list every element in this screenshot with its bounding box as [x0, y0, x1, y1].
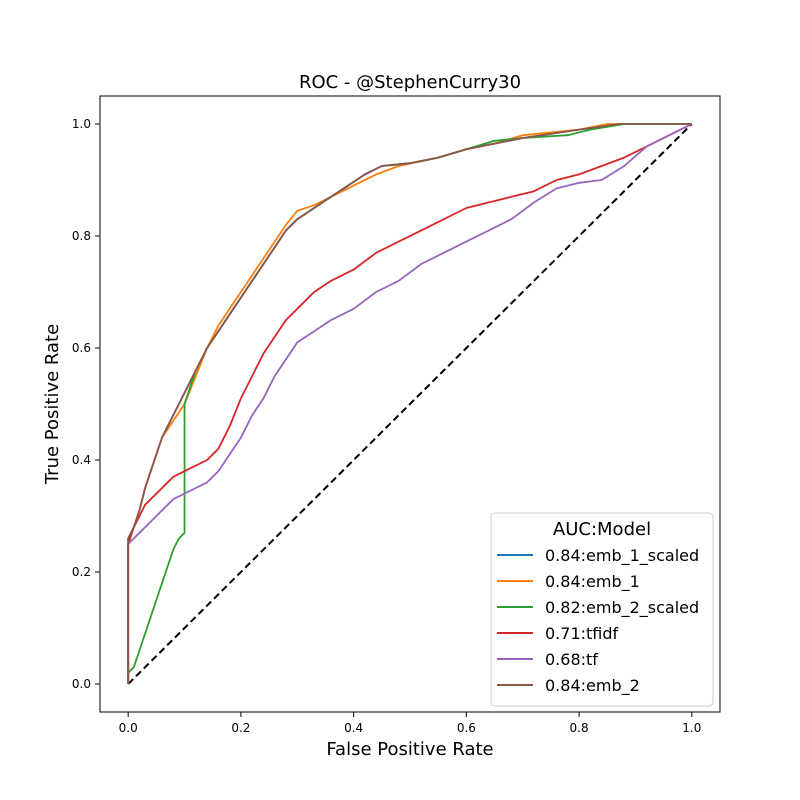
y-tick-label: 0.6 [72, 341, 91, 355]
legend-items: 0.84:emb_1_scaled 0.84:emb_1 0.82:emb_2_sc… [497, 546, 699, 696]
series-line-4 [127, 123, 693, 684]
y-tick-label: 0.0 [72, 677, 91, 691]
legend-entry-4: 0.68:tf [545, 650, 598, 669]
legend-entry-2: 0.82:emb_2_scaled [545, 598, 699, 618]
legend-entry-3: 0.71:tfidf [545, 624, 619, 643]
y-tick-label: 0.2 [72, 565, 91, 579]
x-tick-label: 1.0 [682, 721, 701, 735]
legend-title: AUC:Model [553, 519, 651, 540]
legend-entry-5: 0.84:emb_2 [545, 676, 640, 696]
x-tick-label: 0.0 [119, 721, 138, 735]
x-tick-label: 0.6 [457, 721, 476, 735]
x-tick-label: 0.4 [344, 721, 363, 735]
chart-title: ROC - @StephenCurry30 [299, 72, 521, 93]
x-axis-ticks: 0.0 0.2 0.4 0.6 0.8 1.0 [119, 712, 701, 735]
y-tick-label: 1.0 [72, 117, 91, 131]
x-tick-label: 0.8 [570, 721, 589, 735]
series-line-3 [127, 123, 693, 684]
y-tick-label: 0.4 [72, 453, 91, 467]
legend-entry-1: 0.84:emb_1 [545, 572, 640, 592]
plot-area [127, 123, 693, 685]
y-axis-ticks: 0.0 0.2 0.4 0.6 0.8 1.0 [72, 117, 100, 691]
legend-box [490, 512, 714, 707]
y-axis-label: True Positive Rate [42, 324, 63, 485]
legend-entry-0: 0.84:emb_1_scaled [545, 546, 699, 566]
legend: AUC:Model 0.84:emb_1_scaled0.84:emb_10.8… [490, 512, 714, 707]
series-line-5 [127, 123, 692, 684]
y-tick-label: 0.8 [72, 229, 91, 243]
plot-frame [99, 95, 721, 713]
x-axis-label: False Positive Rate [326, 739, 493, 760]
reference-diagonal-line [127, 123, 693, 685]
x-tick-label: 0.2 [231, 721, 250, 735]
